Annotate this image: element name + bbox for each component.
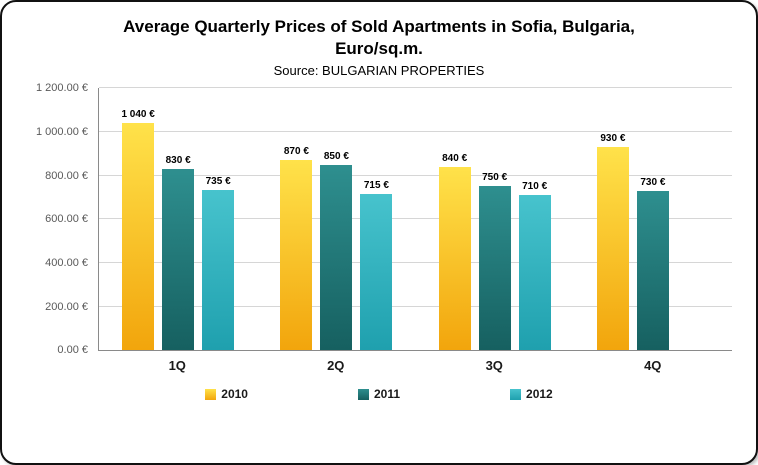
y-tick-label: 1 000.00 € — [36, 125, 88, 138]
chart-subtitle: Source: BULGARIAN PROPERTIES — [273, 63, 485, 79]
legend-label: 2011 — [373, 387, 401, 402]
x-category-label: 3Q — [485, 358, 503, 374]
gridline — [99, 174, 732, 176]
gridline — [99, 218, 732, 220]
bar-value-label: 840 € — [442, 152, 468, 164]
bar-value-label: 830 € — [165, 154, 191, 166]
bar-2012-2Q — [360, 194, 393, 351]
bar-slot-2010-4Q: 930 € — [596, 88, 629, 351]
bar-slot-2012-2Q: 715 € — [360, 88, 393, 351]
legend-label: 2010 — [221, 387, 248, 402]
bar-slot-2011-1Q: 830 € — [162, 88, 195, 351]
bar-2010-4Q — [596, 147, 629, 351]
x-category-label: 4Q — [644, 358, 662, 374]
gridline — [99, 130, 732, 132]
x-category-label: 2Q — [327, 358, 345, 374]
legend-swatch — [357, 388, 369, 400]
bar-slot-2012-4Q — [677, 88, 709, 350]
chart-title: Average Quarterly Prices of Sold Apartme… — [123, 17, 635, 59]
bar-slot-2011-2Q: 850 € — [320, 88, 353, 351]
gridline — [99, 87, 732, 89]
legend-item-2012: 2012 — [510, 387, 553, 401]
bar-value-label: 730 € — [640, 176, 666, 188]
y-axis-labels: 0.00 € 200.00 € 400.00 € 600.00 € 800.00 € 1 … — [12, 82, 98, 356]
legend-label: 2012 — [526, 387, 553, 402]
bar-2012-1Q — [202, 189, 235, 351]
y-tick-label: 0.00 € — [57, 344, 88, 357]
plot-column: 1 040 € 830 € 735 € 870 € 850 € 715 € 840 € 750… — [98, 87, 732, 373]
bar-group-1Q: 1 040 € 830 € 735 € — [118, 88, 238, 351]
bar-2011-4Q — [636, 190, 669, 351]
x-category-label: 1Q — [168, 358, 186, 374]
y-tick-label: 800.00 € — [45, 169, 88, 182]
bar-group-2Q: 870 € 850 € 715 € — [276, 88, 396, 351]
plot-area: 1 040 € 830 € 735 € 870 € 850 € 715 € 840 € 750… — [98, 87, 732, 352]
y-tick-label: 400.00 € — [45, 256, 88, 269]
bar-2011-1Q — [162, 168, 195, 351]
bar-slot-2011-3Q: 750 € — [478, 88, 511, 351]
legend-item-2011: 2011 — [357, 387, 401, 402]
legend-item-2010: 2010 — [205, 387, 248, 401]
bar-value-label: 870 € — [283, 146, 309, 158]
y-tick-label: 200.00 € — [45, 300, 88, 313]
legend: 2010 2011 2012 — [12, 387, 746, 401]
bar-value-label: 930 € — [600, 133, 626, 145]
y-tick-label: 600.00 € — [45, 213, 88, 226]
gridline — [99, 305, 732, 307]
legend-swatch — [205, 388, 217, 400]
bar-group-4Q: 930 € 730 € — [593, 88, 713, 351]
chart-body: 0.00 € 200.00 € 400.00 € 600.00 € 800.00 € 1 … — [12, 82, 746, 373]
bar-2011-3Q — [478, 186, 511, 351]
bar-slot-2010-1Q: 1 040 € — [121, 88, 155, 351]
bar-2010-3Q — [438, 166, 471, 351]
bar-slot-2010-3Q: 840 € — [438, 88, 471, 351]
bar-value-label: 850 € — [323, 150, 349, 162]
bar-2011-2Q — [320, 164, 353, 351]
bar-slot-2010-2Q: 870 € — [280, 88, 313, 351]
bar-value-label: 710 € — [522, 181, 548, 193]
gridline — [99, 261, 732, 263]
bar-2012-3Q — [518, 195, 551, 351]
bar-slot-2012-1Q: 735 € — [202, 88, 235, 351]
bar-group-3Q: 840 € 750 € 710 € — [435, 88, 555, 351]
bar-value-label: 1 040 € — [121, 109, 155, 121]
bar-2010-1Q — [122, 123, 155, 351]
x-axis-labels: 1Q 2Q 3Q 4Q — [98, 358, 732, 373]
legend-swatch — [510, 388, 522, 400]
bar-2010-2Q — [280, 160, 313, 351]
bar-value-label: 750 € — [482, 172, 508, 184]
bar-value-label: 735 € — [205, 175, 231, 187]
y-tick-label: 1 200.00 € — [36, 82, 88, 95]
bar-value-label: 715 € — [363, 180, 389, 192]
bar-slot-2011-4Q: 730 € — [636, 88, 669, 351]
bar-groups: 1 040 € 830 € 735 € 870 € 850 € 715 € 840 € 750… — [99, 88, 732, 351]
bar-slot-2012-3Q: 710 € — [518, 88, 551, 351]
